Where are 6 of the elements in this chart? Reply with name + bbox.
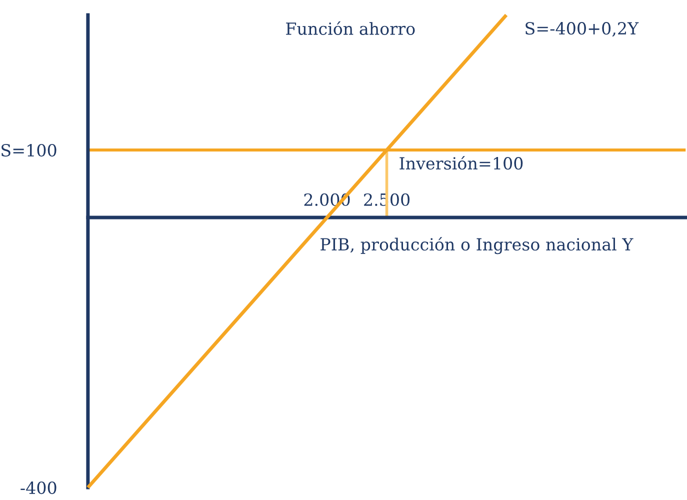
x-axis-title: PIB, producción o Ingreso nacional Y xyxy=(320,237,634,254)
series-label: S=-400+0,2Y xyxy=(526,22,639,37)
y-tick-label: S=100 xyxy=(2,144,56,157)
ref-line-label: Inversión=100 xyxy=(400,156,523,170)
y-tick-label: -400 xyxy=(20,481,56,494)
annotation: Función ahorro xyxy=(286,21,415,35)
